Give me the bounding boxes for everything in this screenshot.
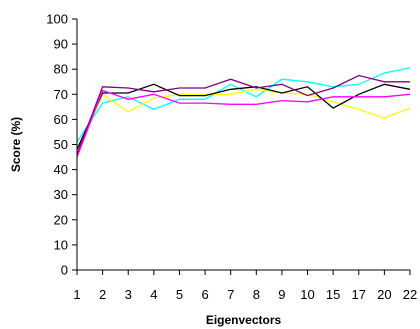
y-tick-label: 40 xyxy=(54,162,68,177)
y-tick-label: 90 xyxy=(54,37,68,52)
y-ticks: 0 10 20 30 40 50 60 70 80 90 100 xyxy=(46,12,77,278)
x-tick-label: 7 xyxy=(227,287,234,302)
y-tick-label: 10 xyxy=(54,237,68,252)
y-tick-label: 60 xyxy=(54,112,68,127)
y-tick-label: 80 xyxy=(54,62,68,77)
x-tick-label: 15 xyxy=(326,287,340,302)
y-tick-label: 50 xyxy=(54,137,68,152)
y-tick-label: 30 xyxy=(54,187,68,202)
y-tick-label: 20 xyxy=(54,212,68,227)
x-tick-label: 4 xyxy=(150,287,157,302)
x-tick-label: 22 xyxy=(403,287,417,302)
x-tick-label: 8 xyxy=(253,287,260,302)
y-tick-label: 0 xyxy=(61,263,68,278)
series-line-2 xyxy=(76,88,411,153)
x-tick-label: 10 xyxy=(300,287,314,302)
x-tick-label: 9 xyxy=(278,287,285,302)
x-tick-label: 3 xyxy=(125,287,132,302)
axes-layer xyxy=(76,19,410,271)
y-tick-label: 100 xyxy=(46,12,68,27)
series-line-4 xyxy=(76,74,410,155)
series-layer xyxy=(76,67,411,158)
x-tick-label: 5 xyxy=(176,287,183,302)
series-line-3 xyxy=(76,83,411,150)
x-tick-label: 20 xyxy=(377,287,391,302)
y-axis-label: Score (%) xyxy=(9,117,23,172)
x-tick-label: 17 xyxy=(352,287,366,302)
series-line-5 xyxy=(76,89,411,158)
x-axis-label: Eigenvectors xyxy=(206,313,282,327)
y-tick-label: 70 xyxy=(54,87,68,102)
x-tick-label: 6 xyxy=(201,287,208,302)
x-ticks: 1 2 3 4 5 6 7 8 9 10 15 17 20 22 xyxy=(73,270,417,302)
x-tick-label: 1 xyxy=(73,287,80,302)
x-tick-label: 2 xyxy=(99,287,106,302)
